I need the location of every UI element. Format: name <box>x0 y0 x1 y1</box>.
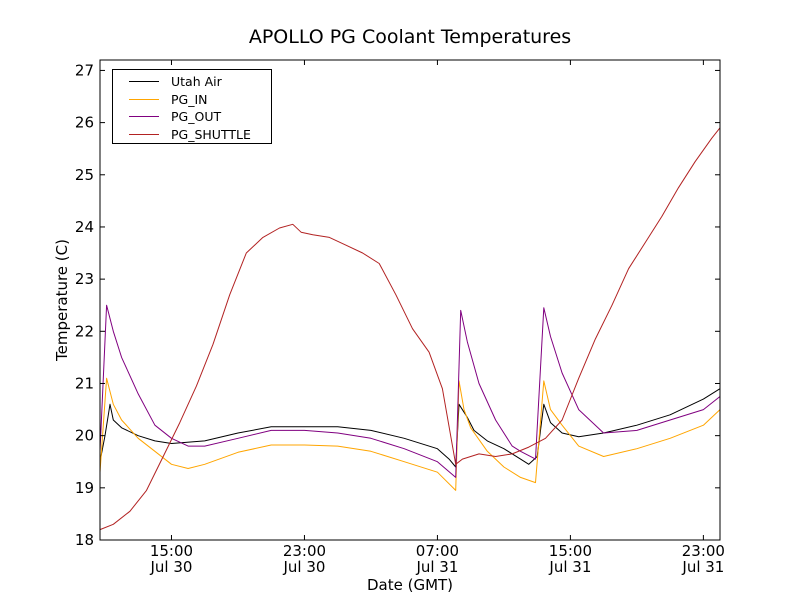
x-tick-label-time: 23:00 <box>682 542 725 560</box>
x-tick-label-date: Jul 31 <box>415 558 458 576</box>
x-tick-label-time: 15:00 <box>549 542 592 560</box>
x-tick-label-date: Jul 30 <box>282 558 325 576</box>
legend-label: PG_OUT <box>171 109 222 125</box>
y-tick-label: 20 <box>75 427 94 445</box>
x-tick-label-time: 23:00 <box>283 542 326 560</box>
chart-title: APOLLO PG Coolant Temperatures <box>248 26 572 48</box>
legend-item: Utah Air <box>113 73 271 91</box>
series-layer <box>99 127 721 531</box>
y-tick-label: 19 <box>75 479 94 497</box>
legend-item: PG_OUT <box>113 108 271 126</box>
y-tick-label: 18 <box>75 531 94 549</box>
x-tick-label-date: Jul 31 <box>548 558 591 576</box>
series-line-pg-out <box>99 304 721 478</box>
y-tick-label: 26 <box>75 114 94 132</box>
y-axis-label: Temperature (C) <box>53 239 71 361</box>
y-tick-label: 24 <box>75 218 94 236</box>
series-line-pg-shuttle <box>99 127 721 531</box>
legend-label: PG_SHUTTLE <box>171 126 251 142</box>
y-tick-label: 25 <box>75 166 94 184</box>
x-tick-label-time: 07:00 <box>416 542 459 560</box>
legend-swatch <box>129 98 159 100</box>
y-tick-label: 23 <box>75 270 94 288</box>
x-axis-label: Date (GMT) <box>366 576 454 594</box>
series-line-pg-in <box>99 377 721 491</box>
x-tick-label-date: Jul 30 <box>149 558 192 576</box>
legend-swatch <box>129 116 159 118</box>
legend-label: PG_IN <box>171 91 208 107</box>
legend: Utah Air PG_IN PG_OUT PG_SHUTTLE <box>112 69 272 144</box>
y-tick-label: 22 <box>75 322 94 340</box>
y-tick-label: 21 <box>75 374 94 392</box>
x-tick-label-date: Jul 31 <box>681 558 724 576</box>
legend-swatch <box>129 133 159 135</box>
legend-swatch <box>129 81 159 83</box>
legend-item: PG_IN <box>113 91 271 109</box>
y-tick-label: 27 <box>75 61 94 79</box>
legend-label: Utah Air <box>171 74 222 90</box>
x-tick-label-time: 15:00 <box>150 542 193 560</box>
plot-frame <box>99 59 721 541</box>
legend-item: PG_SHUTTLE <box>113 126 271 144</box>
